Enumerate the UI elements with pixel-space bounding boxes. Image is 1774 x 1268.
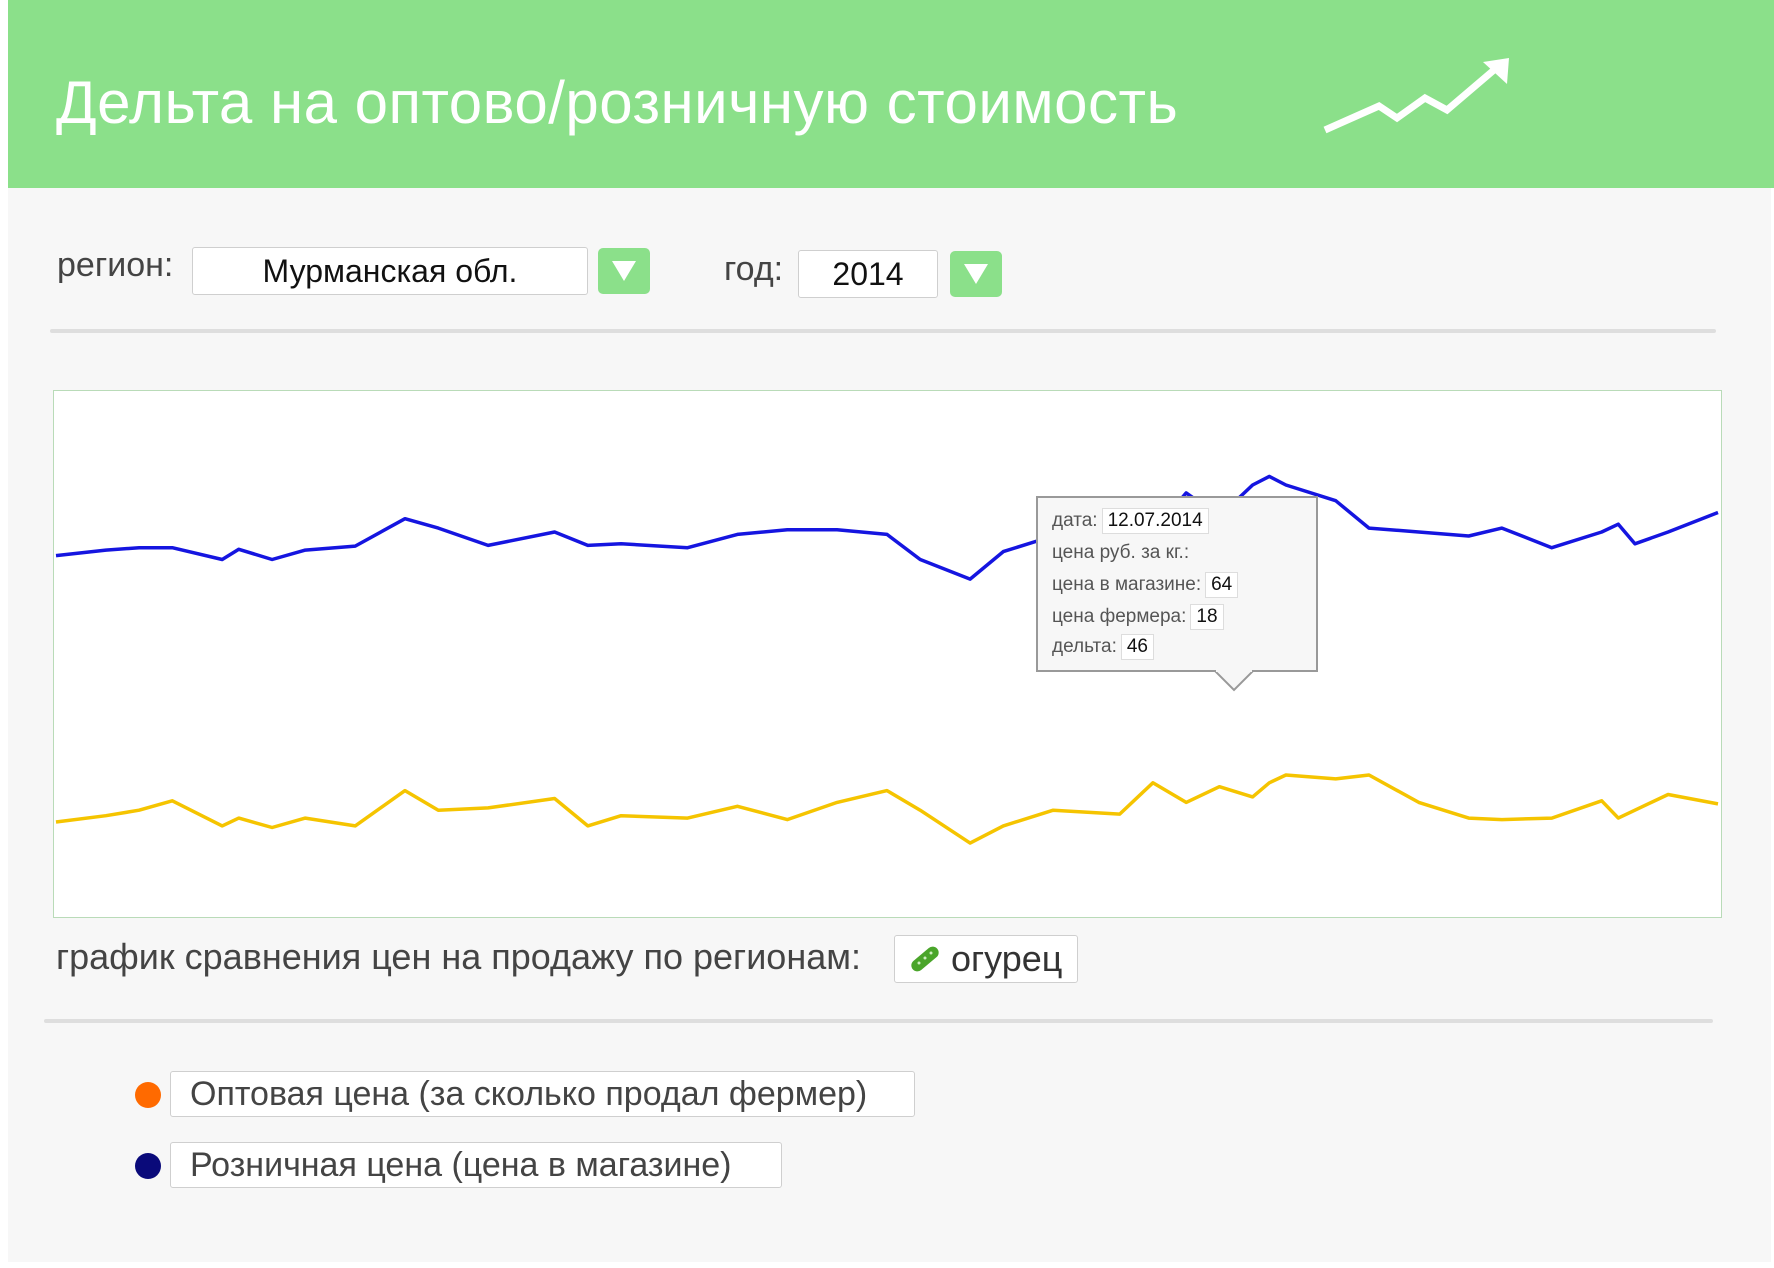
tooltip-farmer-value: 18: [1190, 604, 1224, 630]
year-dropdown-button[interactable]: [950, 251, 1002, 297]
tooltip-retail-row: цена в магазине: 64: [1052, 572, 1239, 598]
divider-bottom: [44, 1019, 1713, 1023]
retail-legend-dot: [135, 1153, 161, 1179]
page-title: Дельта на оптово/розничную стоимость: [56, 69, 1179, 136]
retail-legend-item[interactable]: Розничная цена (цена в магазине): [170, 1142, 782, 1188]
tooltip-pointer: [1214, 670, 1254, 692]
page-panel: Дельта на оптово/розничную стоимость рег…: [8, 0, 1774, 1262]
region-select[interactable]: Мурманская обл.: [192, 247, 588, 295]
cucumber-icon: [911, 946, 939, 972]
chart-tooltip: дата: 12.07.2014 цена руб. за кг.: цена …: [1036, 496, 1318, 692]
tooltip-unit-label: цена руб. за кг.:: [1052, 542, 1190, 563]
year-select[interactable]: 2014: [798, 250, 938, 298]
tooltip-farmer-row: цена фермера: 18: [1052, 604, 1224, 630]
price-chart[interactable]: [53, 390, 1722, 918]
price-chart-plot: [55, 474, 1719, 845]
chevron-down-icon: [964, 264, 988, 284]
region-dropdown-button[interactable]: [598, 248, 650, 294]
tooltip-date-label: дата:: [1052, 510, 1098, 531]
year-label: год:: [724, 250, 784, 288]
region-label: регион:: [57, 246, 174, 284]
wholesale-legend-item[interactable]: Оптовая цена (за сколько продал фермер): [170, 1071, 915, 1117]
wholesale-price-line[interactable]: [55, 773, 1719, 845]
chart-caption: график сравнения цен на продажу по регио…: [56, 936, 861, 977]
header-bar: Дельта на оптово/розничную стоимость: [8, 0, 1774, 188]
divider-top: [50, 329, 1716, 333]
tooltip-delta-label: дельта:: [1052, 636, 1117, 657]
chevron-down-icon: [612, 261, 636, 281]
tooltip-delta-value: 46: [1120, 634, 1154, 660]
tooltip-date-row: дата: 12.07.2014: [1052, 508, 1209, 534]
product-selector[interactable]: огурец: [894, 935, 1078, 983]
product-label: огурец: [951, 938, 1063, 979]
trend-up-icon: [1323, 58, 1509, 134]
retail-price-line[interactable]: [55, 474, 1719, 581]
tooltip-unit-row: цена руб. за кг.:: [1052, 542, 1189, 564]
tooltip-delta-row: дельта: 46: [1052, 634, 1154, 660]
tooltip-date-value: 12.07.2014: [1101, 508, 1209, 534]
tooltip-farmer-label: цена фермера:: [1052, 606, 1187, 627]
tooltip-retail-value: 64: [1205, 572, 1239, 598]
tooltip-retail-label: цена в магазине:: [1052, 574, 1202, 595]
wholesale-legend-dot: [135, 1082, 161, 1108]
